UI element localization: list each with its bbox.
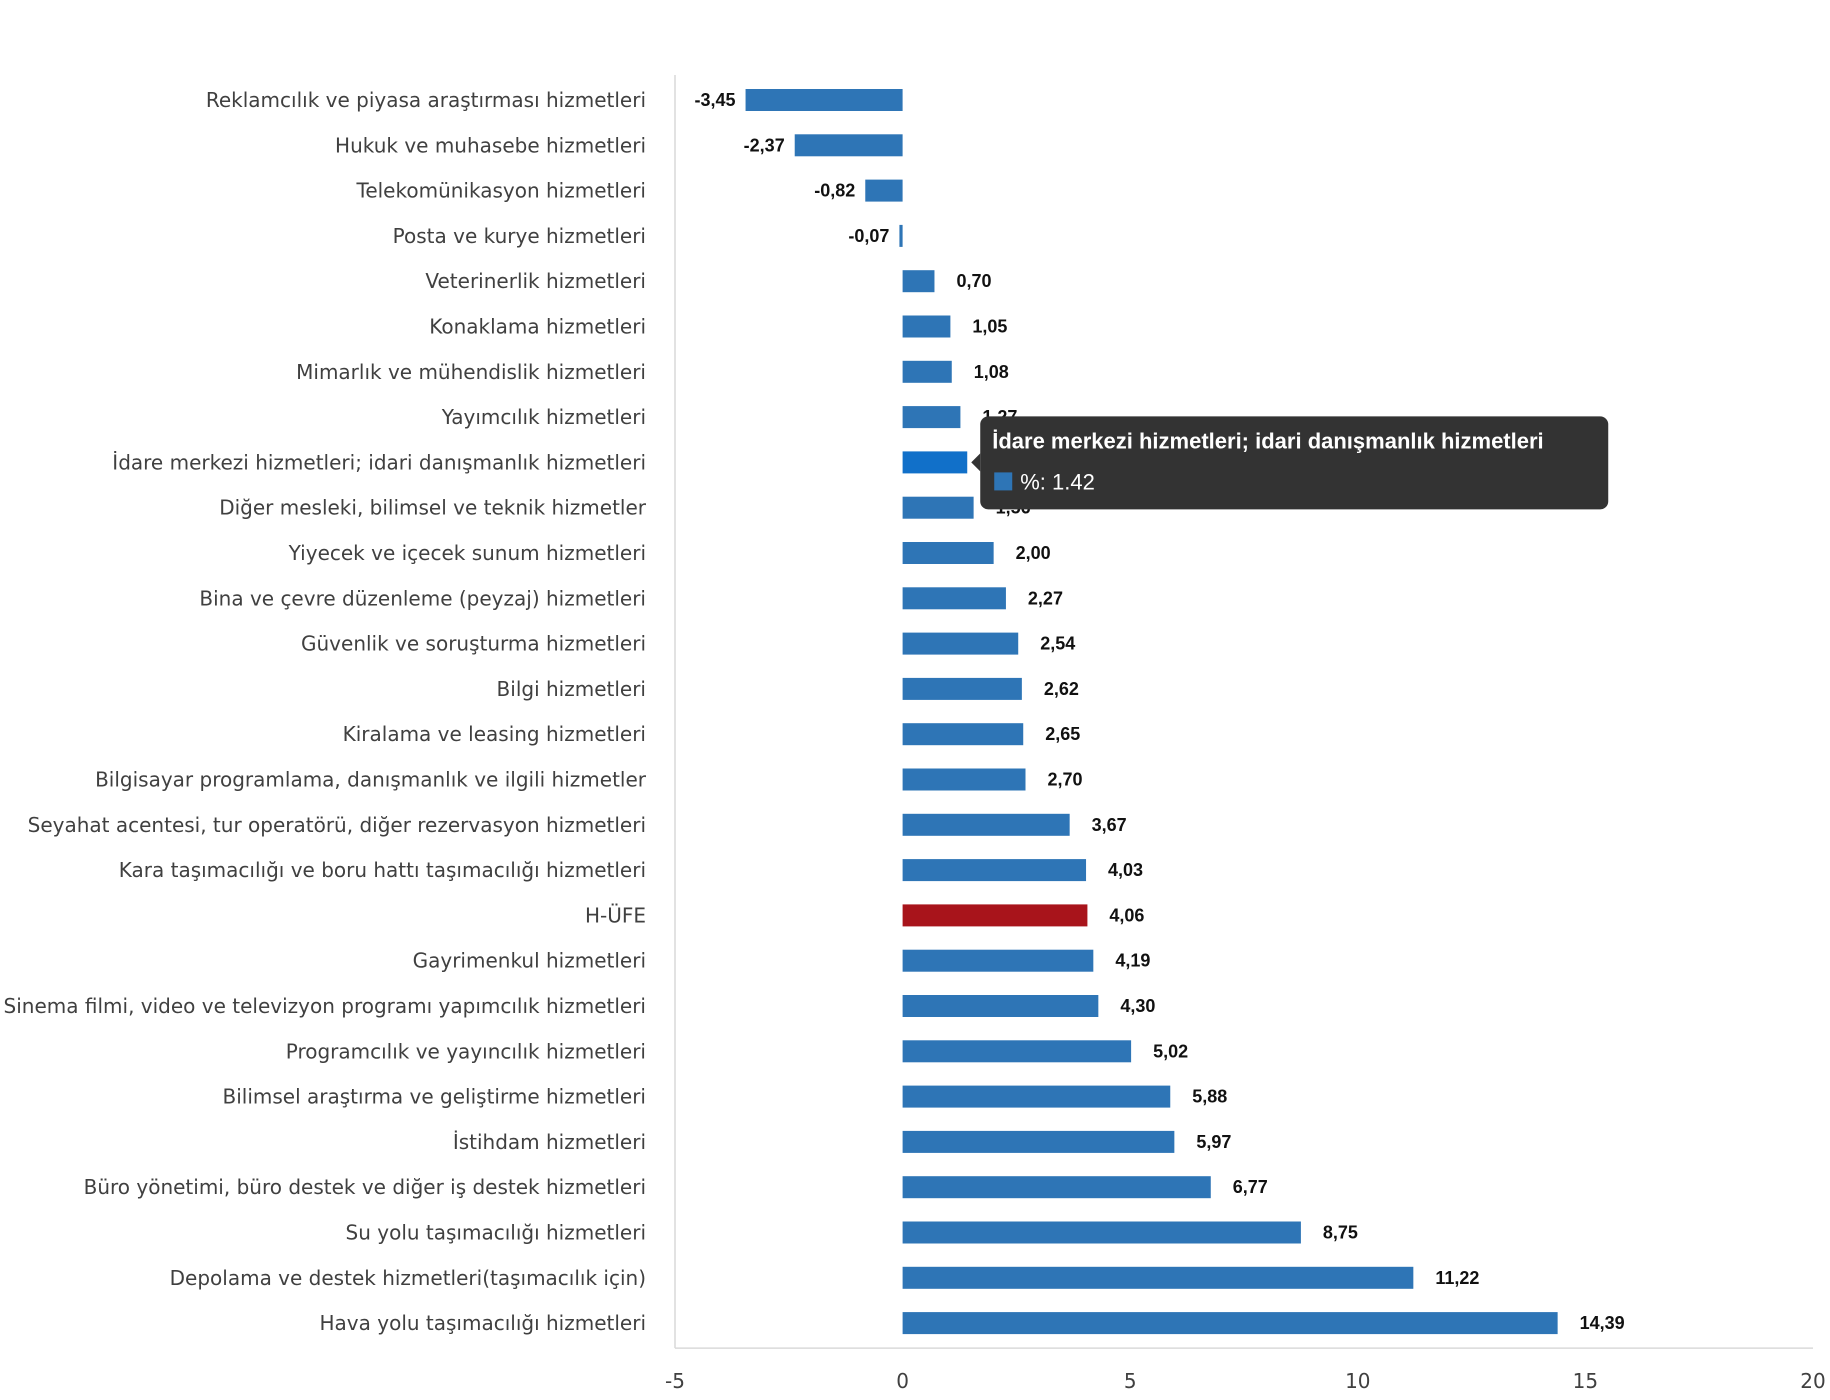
category-label: Diğer mesleki, bilimsel ve teknik hizmet…	[219, 496, 647, 520]
bar[interactable]	[902, 723, 1024, 746]
x-tick-label: 20	[1800, 1369, 1825, 1393]
bar[interactable]	[899, 224, 903, 247]
bar[interactable]	[902, 1221, 1301, 1244]
category-labels: Reklamcılık ve piyasa araştırması hizmet…	[4, 88, 647, 1335]
category-label: İstihdam hizmetleri	[453, 1130, 646, 1154]
value-label: 2,62	[1044, 679, 1079, 699]
bar[interactable]	[902, 813, 1070, 836]
bar[interactable]	[902, 315, 951, 338]
value-label: 14,39	[1580, 1313, 1625, 1333]
value-label: 2,27	[1028, 588, 1063, 608]
bar[interactable]	[902, 995, 1099, 1017]
value-label: -0,07	[848, 226, 889, 246]
category-label: İdare merkezi hizmetleri; idari danışman…	[112, 450, 646, 474]
bar[interactable]	[902, 1312, 1558, 1335]
category-label: Yayımcılık hizmetleri	[441, 405, 646, 429]
category-label: Kiralama ve leasing hizmetleri	[343, 722, 646, 746]
bar[interactable]	[902, 542, 994, 564]
tooltip-arrow	[971, 453, 981, 472]
value-label: 3,67	[1092, 815, 1127, 835]
x-tick-label: -5	[665, 1369, 685, 1393]
value-label: -3,45	[695, 90, 736, 110]
category-label: Hava yolu taşımacılığı hizmetleri	[320, 1311, 647, 1335]
value-label: 2,00	[1016, 543, 1051, 563]
value-label: 1,08	[974, 362, 1009, 382]
category-label: Telekomünikasyon hizmetleri	[356, 179, 647, 203]
category-label: Bilgisayar programlama, danışmanlık ve i…	[95, 768, 647, 792]
bar[interactable]	[902, 768, 1026, 791]
category-label: Gayrimenkul hizmetleri	[413, 949, 646, 973]
category-label: Posta ve kurye hizmetleri	[393, 224, 646, 248]
value-label: 1,05	[972, 317, 1007, 337]
bar[interactable]	[902, 451, 968, 474]
category-label: Bilgi hizmetleri	[497, 677, 646, 701]
bar[interactable]	[902, 1040, 1132, 1063]
category-label: Sinema filmi, video ve televizyon progra…	[4, 994, 646, 1018]
x-tick-label: 5	[1124, 1369, 1137, 1393]
value-label: -2,37	[744, 135, 785, 155]
category-label: Bina ve çevre düzenleme (peyzaj) hizmetl…	[199, 586, 646, 610]
bar[interactable]	[902, 632, 1019, 655]
category-label: Seyahat acentesi, tur operatörü, diğer r…	[28, 813, 646, 837]
bar[interactable]	[902, 496, 974, 519]
bar[interactable]	[902, 406, 961, 429]
value-label: 8,75	[1323, 1223, 1358, 1243]
category-label: Mimarlık ve mühendislik hizmetleri	[296, 360, 646, 384]
value-label: 5,97	[1196, 1132, 1231, 1152]
value-label: 5,02	[1153, 1041, 1188, 1061]
bar[interactable]	[745, 89, 903, 111]
value-label: 2,54	[1040, 634, 1075, 654]
tooltip-box	[980, 416, 1609, 510]
value-label: 4,03	[1108, 860, 1143, 880]
category-label: H-ÜFE	[585, 903, 646, 927]
bar[interactable]	[902, 1176, 1211, 1199]
value-label: 0,70	[956, 271, 991, 291]
bar[interactable]	[902, 587, 1006, 610]
value-label: 4,06	[1109, 905, 1144, 925]
category-label: Büro yönetimi, büro destek ve diğer iş d…	[84, 1175, 646, 1199]
bar[interactable]	[902, 904, 1088, 927]
category-label: Depolama ve destek hizmetleri(taşımacılı…	[170, 1266, 646, 1290]
category-label: Yiyecek ve içecek sunum hizmetleri	[288, 541, 646, 565]
tooltip-swatch	[994, 472, 1013, 491]
category-label: Reklamcılık ve piyasa araştırması hizmet…	[206, 88, 646, 112]
category-label: Bilimsel araştırma ve geliştirme hizmetl…	[223, 1085, 646, 1109]
x-tick-label: 15	[1573, 1369, 1598, 1393]
bar[interactable]	[902, 1266, 1414, 1289]
x-axis: -5 0 5 10 15 20	[665, 75, 1826, 1393]
x-tick-label: 0	[896, 1369, 909, 1393]
value-label: 6,77	[1233, 1177, 1268, 1197]
bar[interactable]	[902, 949, 1094, 972]
tooltip: İdare merkezi hizmetleri; idari danışman…	[971, 416, 1609, 510]
category-label: Güvenlik ve soruşturma hizmetleri	[301, 632, 646, 656]
bar[interactable]	[902, 360, 952, 383]
bar[interactable]	[902, 677, 1022, 700]
value-label: 4,30	[1120, 996, 1155, 1016]
bar[interactable]	[865, 179, 903, 202]
bar[interactable]	[902, 1130, 1175, 1153]
category-label: Programcılık ve yayıncılık hizmetleri	[286, 1039, 646, 1063]
bar[interactable]	[902, 1085, 1171, 1108]
bar[interactable]	[794, 134, 903, 157]
tooltip-value: %: 1.42	[1020, 469, 1095, 494]
category-label: Hukuk ve muhasebe hizmetleri	[335, 133, 646, 157]
value-label: 2,65	[1045, 724, 1080, 744]
category-label: Su yolu taşımacılığı hizmetleri	[346, 1221, 646, 1245]
bars	[745, 89, 1558, 1335]
bar[interactable]	[902, 859, 1087, 882]
value-label: 11,22	[1435, 1268, 1479, 1288]
category-label: Konaklama hizmetleri	[429, 315, 646, 339]
value-label: 4,19	[1115, 951, 1150, 971]
category-label: Veterinerlik hizmetleri	[425, 269, 646, 293]
value-label: -0,82	[814, 181, 855, 201]
value-label: 5,88	[1192, 1087, 1227, 1107]
value-label: 2,70	[1048, 770, 1083, 790]
tooltip-title: İdare merkezi hizmetleri; idari danışman…	[992, 428, 1543, 453]
x-tick-label: 10	[1345, 1369, 1370, 1393]
bar[interactable]	[902, 270, 935, 293]
category-label: Kara taşımacılığı ve boru hattı taşımacı…	[119, 858, 646, 882]
